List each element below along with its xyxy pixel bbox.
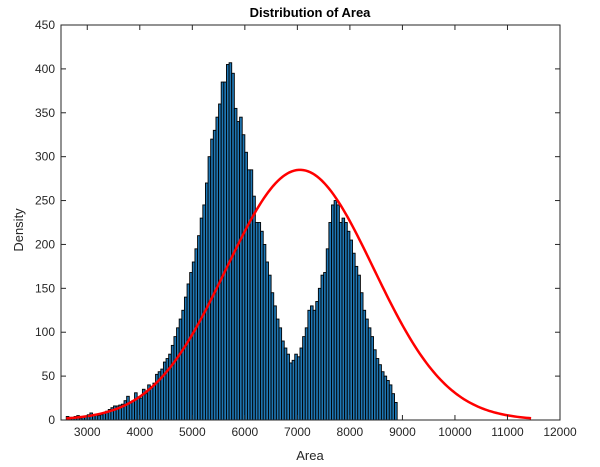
x-tick-label: 3000: [74, 425, 101, 439]
x-axis-ticks: 3000 4000 5000 6000 7000 8000 9000 10000 11000 12…: [74, 25, 577, 439]
x-tick-label: 7000: [284, 425, 311, 439]
y-tick-label: 100: [35, 325, 55, 339]
x-axis-title: Area: [296, 448, 324, 463]
y-tick-label: 350: [35, 106, 55, 120]
histogram-bar: [394, 401, 398, 421]
x-tick-label: 6000: [231, 425, 258, 439]
y-tick-label: 150: [35, 281, 55, 295]
x-tick-label: 10000: [438, 425, 472, 439]
axes-frame: [60, 24, 561, 421]
y-tick-label: 250: [35, 194, 55, 208]
x-tick-label: 5000: [179, 425, 206, 439]
chart-title: Distribution of Area: [250, 5, 372, 20]
x-tick-label: 8000: [337, 425, 364, 439]
y-tick-label: 300: [35, 150, 55, 164]
x-tick-label: 4000: [126, 425, 153, 439]
y-tick-label: 450: [35, 18, 55, 32]
normal-fit-curve: [66, 168, 532, 420]
x-tick-label: 11000: [491, 425, 524, 439]
histogram-bars: [65, 62, 398, 421]
y-tick-label: 400: [35, 62, 55, 76]
y-tick-label: 0: [48, 413, 55, 427]
y-tick-label: 50: [42, 369, 56, 383]
x-tick-label: 12000: [543, 425, 577, 439]
y-tick-label: 200: [35, 237, 55, 251]
y-axis-ticks: 0 50 100 150 200 250 300 350 400 450: [35, 18, 560, 427]
x-tick-label: 9000: [389, 425, 416, 439]
y-axis-title: Density: [11, 208, 26, 252]
